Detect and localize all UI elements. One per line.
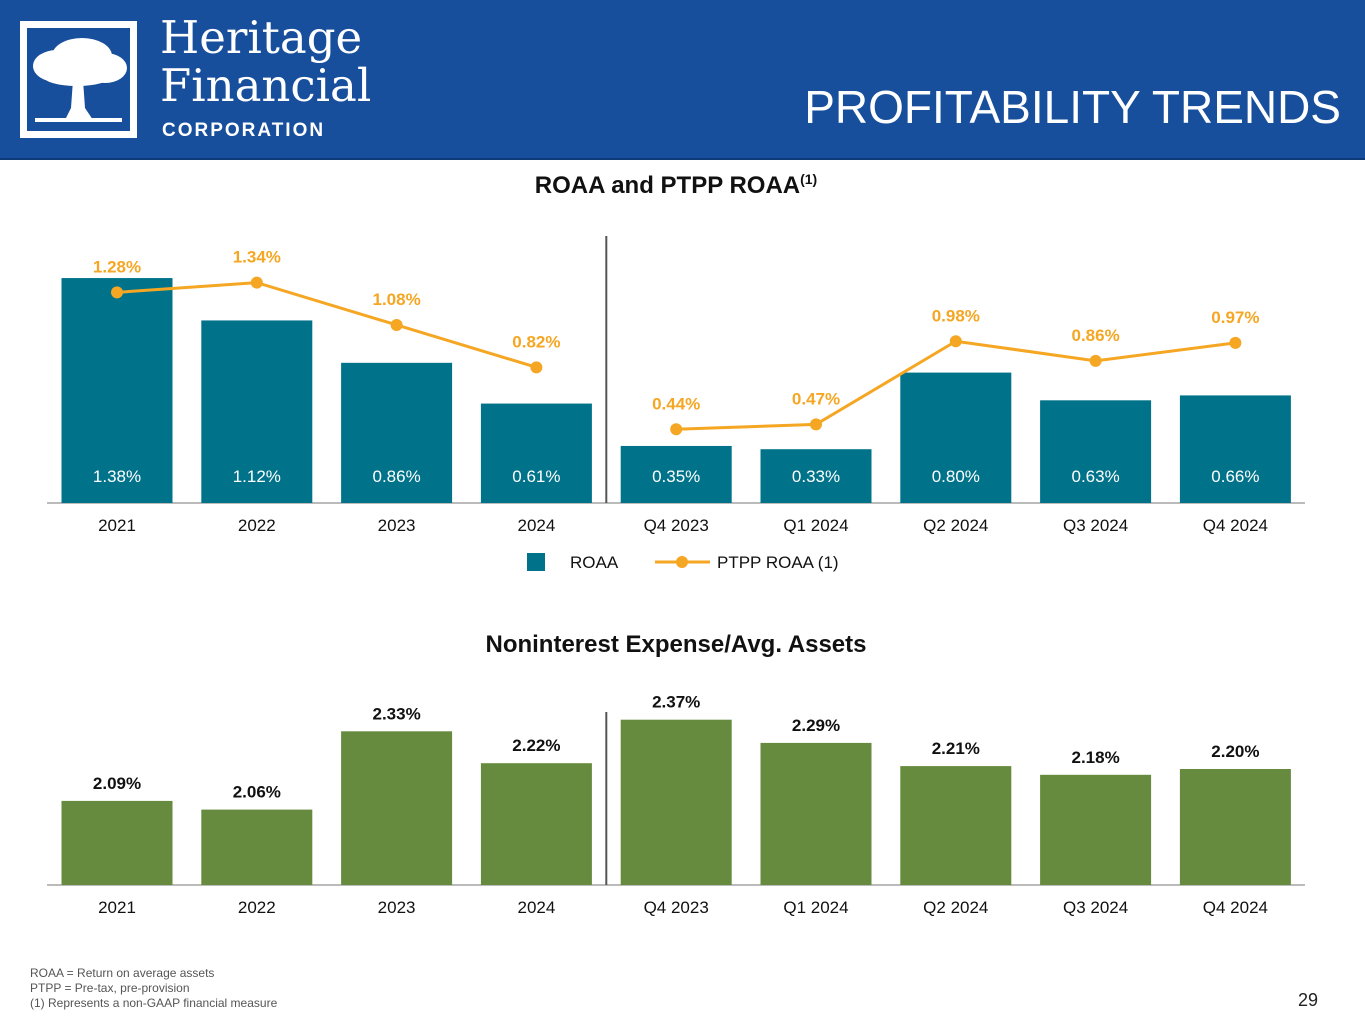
legend-roaa-label: ROAA xyxy=(570,553,619,572)
x-tick-label: Q3 2024 xyxy=(1063,516,1128,535)
footnotes: ROAA = Return on average assets PTPP = P… xyxy=(30,966,277,1011)
roaa-bar xyxy=(1040,400,1152,503)
x-tick-label: Q1 2024 xyxy=(783,898,848,917)
roaa-value-label: 0.66% xyxy=(1211,467,1259,486)
ptpp-value-label: 0.86% xyxy=(1071,326,1119,345)
expense-bar xyxy=(480,763,592,885)
x-tick-label: 2023 xyxy=(378,898,416,917)
roaa-bar xyxy=(61,278,173,503)
x-tick-label: 2022 xyxy=(238,898,276,917)
expense-bar xyxy=(61,800,173,885)
roaa-bar xyxy=(201,320,313,503)
expense-value-label: 2.29% xyxy=(792,716,840,735)
tree-icon xyxy=(33,38,127,122)
x-tick-label: Q2 2024 xyxy=(923,516,988,535)
x-tick-label: 2023 xyxy=(378,516,416,535)
ptpp-point xyxy=(670,423,683,436)
ptpp-point xyxy=(390,318,403,331)
roaa-bar xyxy=(900,372,1012,503)
footnote: PTPP = Pre-tax, pre-provision xyxy=(30,981,190,995)
roaa-value-label: 0.35% xyxy=(652,467,700,486)
roaa-bar xyxy=(620,445,732,503)
roaa-value-label: 0.80% xyxy=(932,467,980,486)
ptpp-value-label: 0.98% xyxy=(932,306,980,325)
x-tick-label: Q2 2024 xyxy=(923,898,988,917)
x-tick-label: Q4 2024 xyxy=(1203,898,1268,917)
roaa-chart-title: ROAA and PTPP ROAA(1) xyxy=(534,171,818,199)
roaa-bar xyxy=(1179,395,1291,503)
x-tick-label: Q3 2024 xyxy=(1063,898,1128,917)
expense-bar xyxy=(201,809,313,885)
header-banner: Heritage Financial CORPORATION PROFITABI… xyxy=(0,0,1365,160)
x-tick-label: Q4 2023 xyxy=(644,516,709,535)
page-number: 29 xyxy=(1297,990,1318,1010)
ptpp-value-label: 1.08% xyxy=(372,290,420,309)
ptpp-value-label: 0.82% xyxy=(512,332,560,351)
expense-bar xyxy=(341,731,453,885)
brand-name-line3: CORPORATION xyxy=(162,120,326,141)
expense-value-label: 2.37% xyxy=(652,693,700,712)
expense-value-label: 2.18% xyxy=(1071,748,1119,767)
x-tick-label: Q4 2023 xyxy=(644,898,709,917)
ptpp-point xyxy=(1089,354,1102,367)
roaa-value-label: 0.61% xyxy=(512,467,560,486)
expense-value-label: 2.22% xyxy=(512,736,560,755)
footnote: ROAA = Return on average assets xyxy=(30,966,215,980)
ptpp-value-label: 0.97% xyxy=(1211,308,1259,327)
x-tick-label: Q4 2024 xyxy=(1203,516,1268,535)
ptpp-point xyxy=(530,361,543,374)
ptpp-line xyxy=(116,281,537,369)
ptpp-point xyxy=(810,418,822,431)
expense-value-label: 2.20% xyxy=(1211,742,1259,761)
roaa-value-label: 1.38% xyxy=(93,467,141,486)
ptpp-value-label: 0.44% xyxy=(652,394,700,413)
ptpp-value-label: 1.34% xyxy=(233,248,281,267)
legend-roaa-swatch xyxy=(527,553,545,571)
x-tick-label: 2022 xyxy=(238,516,276,535)
expense-chart-title: Noninterest Expense/Avg. Assets xyxy=(485,631,867,658)
expense-value-label: 2.33% xyxy=(372,704,420,723)
page-title: PROFITABILITY TRENDS xyxy=(804,81,1341,133)
ptpp-value-label: 1.28% xyxy=(93,257,141,276)
ptpp-point xyxy=(250,276,263,289)
x-tick-label: Q1 2024 xyxy=(783,516,848,535)
legend-ptpp-marker xyxy=(676,556,688,568)
expense-value-label: 2.06% xyxy=(233,783,281,802)
footnote: (1) Represents a non-GAAP financial meas… xyxy=(30,996,278,1010)
expense-bar xyxy=(760,742,872,885)
expense-bar xyxy=(620,719,732,885)
brand-name-line2: Financial xyxy=(160,59,372,112)
expense-value-label: 2.09% xyxy=(93,774,141,793)
ptpp-point xyxy=(1229,336,1242,349)
legend-ptpp-label: PTPP ROAA (1) xyxy=(717,553,839,572)
roaa-value-label: 1.12% xyxy=(233,467,281,486)
expense-bar xyxy=(900,766,1012,885)
x-tick-label: 2021 xyxy=(98,516,136,535)
roaa-bar xyxy=(480,403,592,503)
expense-chart: 2.09% 2021 2.06% 2022 2.33% 2023 2.22% 2024 2.37… xyxy=(47,693,1305,917)
roaa-bar xyxy=(760,449,872,503)
ptpp-point xyxy=(949,335,962,348)
ptpp-point xyxy=(111,286,123,299)
roaa-value-label: 0.86% xyxy=(372,467,420,486)
x-tick-label: 2024 xyxy=(517,898,555,917)
roaa-value-label: 0.33% xyxy=(792,467,840,486)
brand-name-line1: Heritage xyxy=(160,11,363,64)
expense-bar xyxy=(1040,774,1152,885)
roaa-bar xyxy=(341,362,453,503)
expense-value-label: 2.21% xyxy=(932,739,980,758)
ptpp-value-label: 0.47% xyxy=(792,389,840,408)
expense-bar xyxy=(1179,769,1291,885)
x-tick-label: 2021 xyxy=(98,898,136,917)
logo-emblem xyxy=(20,21,137,138)
roaa-value-label: 0.63% xyxy=(1071,467,1119,486)
x-tick-label: 2024 xyxy=(517,516,555,535)
roaa-chart: 1.38% 2021 1.12% 2022 0.86% 2023 0.61% 2024 0.35… xyxy=(47,236,1305,572)
